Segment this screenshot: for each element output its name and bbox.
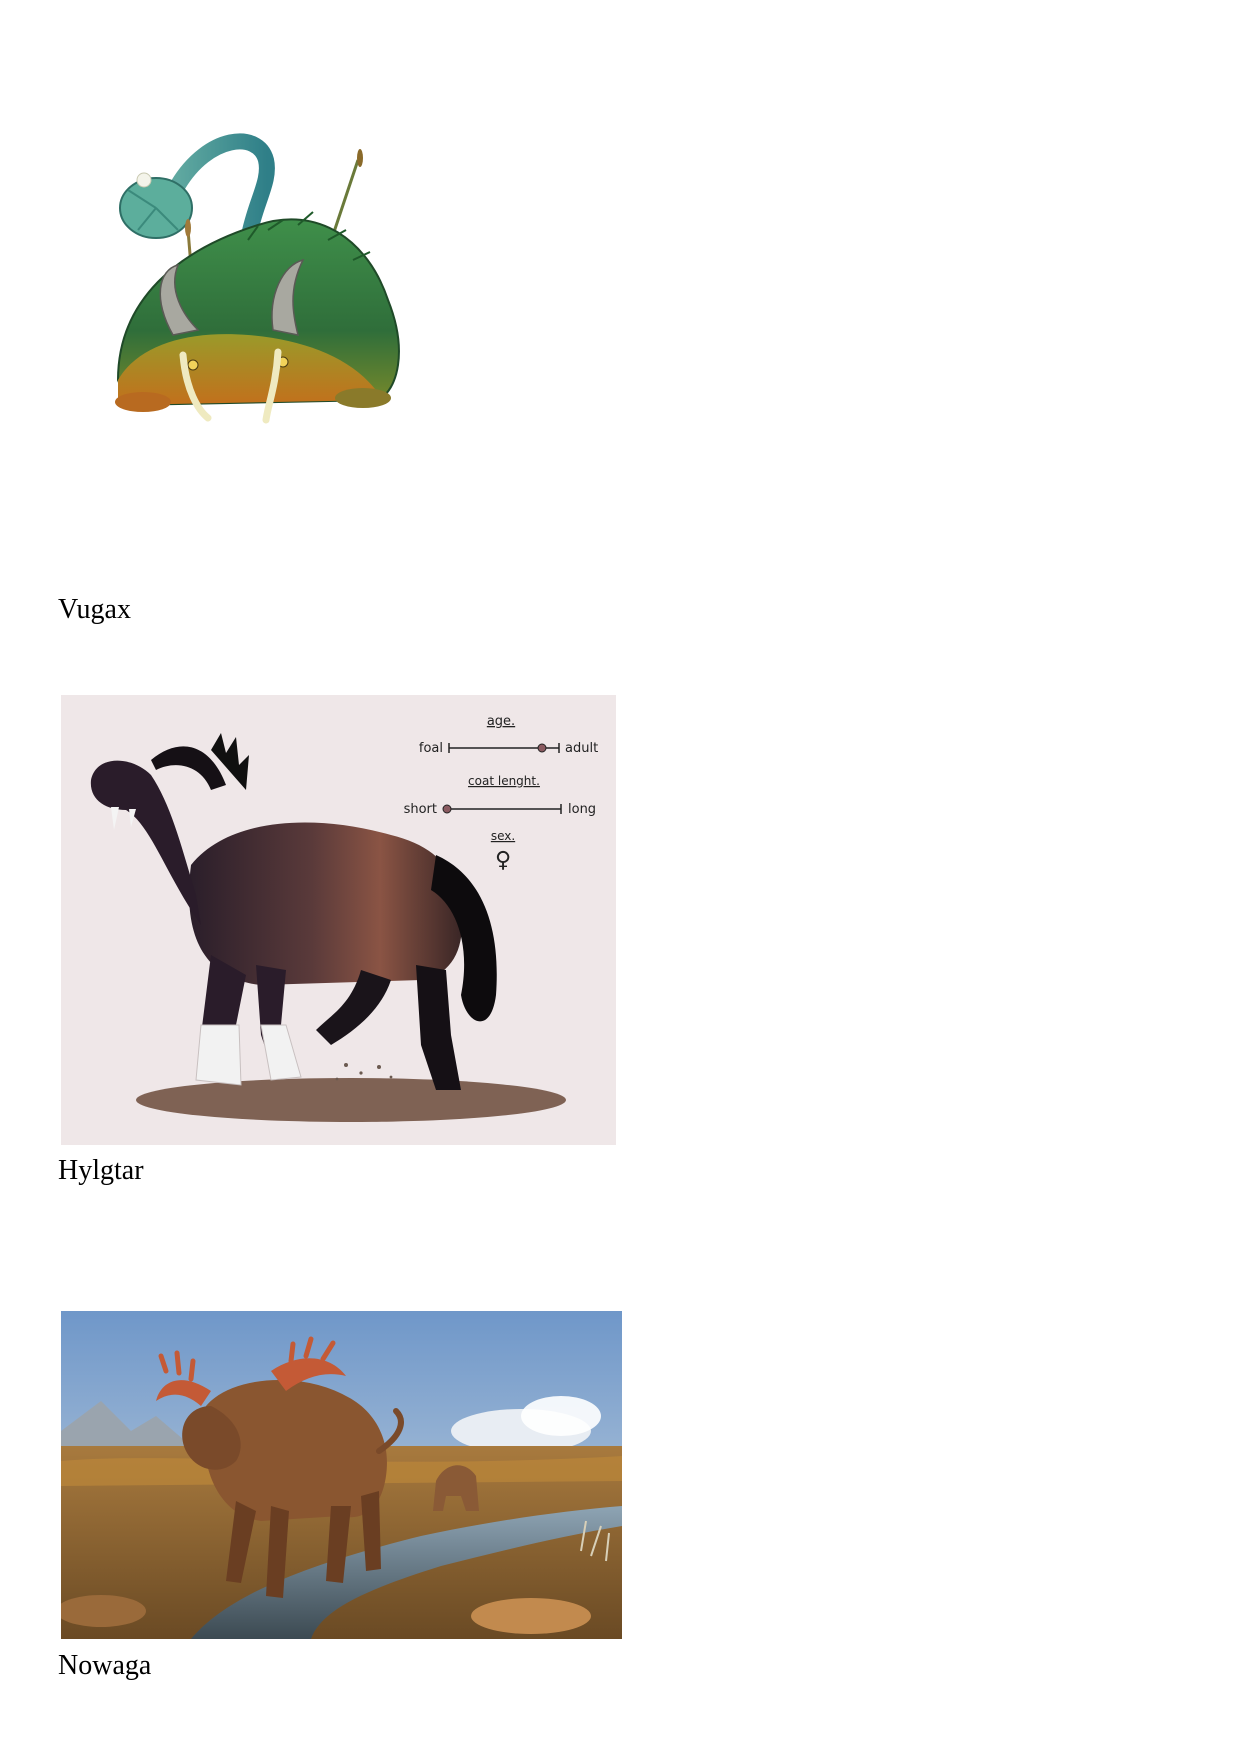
nowaga-creature-art (61, 1311, 622, 1639)
vugax-caption: Vugax (58, 594, 131, 625)
vugax-illustration (98, 130, 434, 460)
hylgtar-caption: Hylgtar (58, 1155, 144, 1186)
coat-max-label: long (568, 802, 596, 817)
hylgtar-illustration: age. foal adult coat lenght. short long … (61, 695, 616, 1145)
coat-label: coat lenght. (468, 774, 540, 788)
age-min-label: foal (419, 741, 443, 756)
hylgtar-creature-art: age. foal adult coat lenght. short long … (61, 695, 616, 1145)
female-symbol: ♀ (495, 848, 511, 873)
nowaga-illustration (61, 1311, 622, 1639)
coat-slider-knob (442, 804, 452, 814)
coat-min-label: short (404, 802, 437, 817)
age-max-label: adult (565, 741, 598, 756)
vugax-creature-art (115, 133, 400, 424)
age-slider-knob (537, 743, 547, 753)
nowaga-caption: Nowaga (58, 1650, 152, 1681)
age-label: age. (487, 714, 515, 729)
sex-label: sex. (491, 829, 515, 843)
